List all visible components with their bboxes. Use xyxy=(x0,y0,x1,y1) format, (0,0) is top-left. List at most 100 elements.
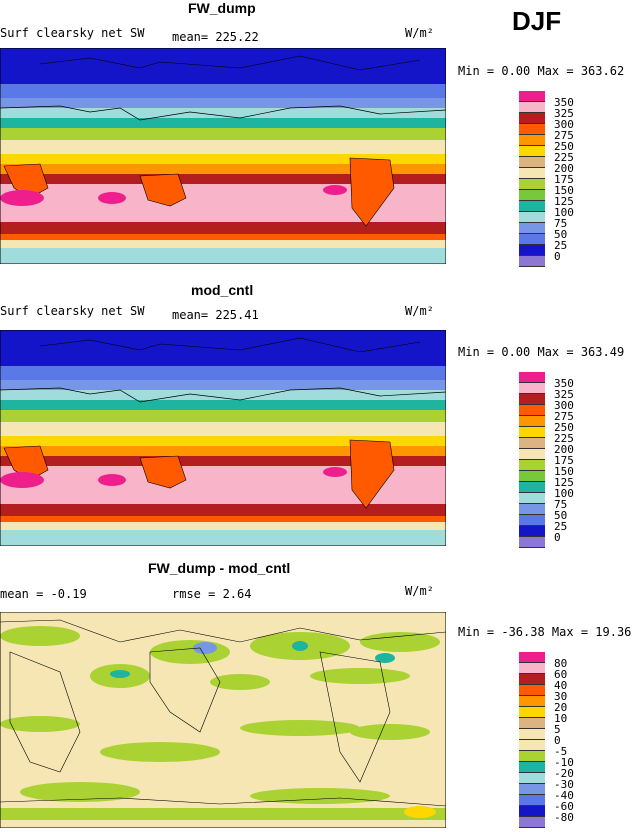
colorbar-swatch xyxy=(519,762,545,773)
colorbar-tick-label: 275 xyxy=(554,410,574,423)
colorbar-tick-label: 5 xyxy=(554,723,561,736)
colorbar-swatch xyxy=(519,718,545,729)
colorbar-tick-label: 275 xyxy=(554,129,574,142)
colorbar-swatch xyxy=(519,696,545,707)
colorbar-swatch xyxy=(519,223,545,234)
colorbar-swatch xyxy=(519,795,545,806)
colorbar-tick-label: 125 xyxy=(554,195,574,208)
colorbar-swatch xyxy=(519,515,545,526)
colorbar-swatch xyxy=(519,91,545,102)
panel-3-title: FW_dump - mod_cntl xyxy=(148,560,291,576)
colorbar-swatch xyxy=(519,113,545,124)
colorbar-swatch xyxy=(519,674,545,685)
colorbar-swatch xyxy=(519,817,545,828)
colorbar-swatch xyxy=(519,405,545,416)
colorbar-tick-label: 350 xyxy=(554,377,574,390)
colorbar-swatch xyxy=(519,383,545,394)
colorbar-tick-label: 100 xyxy=(554,206,574,219)
panel-1-units: W/m² xyxy=(405,26,434,40)
colorbar-swatch xyxy=(519,212,545,223)
colorbar-tick-label: 150 xyxy=(554,465,574,478)
colorbar-tick-label: 225 xyxy=(554,151,574,164)
colorbar-tick-label: -5 xyxy=(554,745,568,758)
colorbar-tick-label: -40 xyxy=(554,789,574,802)
colorbar-tick-label: 175 xyxy=(554,454,574,467)
colorbar-tick-label: 300 xyxy=(554,118,574,131)
colorbar-tick-label: -80 xyxy=(554,811,574,824)
colorbar-swatch xyxy=(519,102,545,113)
colorbar-tick-label: 150 xyxy=(554,184,574,197)
panel-3-map xyxy=(0,612,446,828)
colorbar-swatch xyxy=(519,190,545,201)
colorbar-swatch xyxy=(519,416,545,427)
colorbar-tick-label: 325 xyxy=(554,388,574,401)
colorbar-tick-label: 300 xyxy=(554,399,574,412)
colorbar-tick-label: 0 xyxy=(554,250,561,263)
colorbar-tick-label: 75 xyxy=(554,217,568,230)
colorbar-tick-label: 30 xyxy=(554,690,568,703)
colorbar-swatch xyxy=(519,201,545,212)
colorbar-swatch xyxy=(519,740,545,751)
colorbar-tick-label: 350 xyxy=(554,96,574,109)
colorbar-tick-label: 325 xyxy=(554,107,574,120)
colorbar-swatch xyxy=(519,449,545,460)
colorbar-tick-label: 250 xyxy=(554,421,574,434)
colorbar-tick-label: 20 xyxy=(554,701,568,714)
panel-3-colorbar xyxy=(519,652,545,828)
colorbar-swatch xyxy=(519,394,545,405)
panel-2-variable: Surf clearsky net SW xyxy=(0,304,145,318)
colorbar-swatch xyxy=(519,438,545,449)
colorbar-swatch xyxy=(519,663,545,674)
panel-3-minmax: Min = -36.38 Max = 19.36 xyxy=(458,625,632,639)
colorbar-swatch xyxy=(519,685,545,696)
colorbar-swatch xyxy=(519,460,545,471)
colorbar-swatch xyxy=(519,146,545,157)
colorbar-tick-label: 0 xyxy=(554,734,561,747)
colorbar-tick-label: 250 xyxy=(554,140,574,153)
colorbar-tick-label: 10 xyxy=(554,712,568,725)
colorbar-swatch xyxy=(519,784,545,795)
colorbar-tick-label: 50 xyxy=(554,228,568,241)
colorbar-tick-label: 125 xyxy=(554,476,574,489)
colorbar-tick-label: -10 xyxy=(554,756,574,769)
panel-1-variable: Surf clearsky net SW xyxy=(0,26,145,40)
panel-2-units: W/m² xyxy=(405,304,434,318)
panel-1-mean: mean= 225.22 xyxy=(172,30,259,44)
colorbar-tick-label: 50 xyxy=(554,509,568,522)
colorbar-tick-label: 60 xyxy=(554,668,568,681)
panel-1-map xyxy=(0,48,446,264)
colorbar-swatch xyxy=(519,157,545,168)
season-label: DJF xyxy=(512,6,562,36)
colorbar-swatch xyxy=(519,729,545,740)
colorbar-tick-label: 80 xyxy=(554,657,568,670)
panel-2-minmax: Min = 0.00 Max = 363.49 xyxy=(458,345,625,359)
colorbar-tick-label: 175 xyxy=(554,173,574,186)
colorbar-swatch xyxy=(519,652,545,663)
colorbar-tick-label: 200 xyxy=(554,162,574,175)
colorbar-swatch xyxy=(519,135,545,146)
colorbar-swatch xyxy=(519,179,545,190)
colorbar-swatch xyxy=(519,471,545,482)
colorbar-swatch xyxy=(519,493,545,504)
panel-2-mean: mean= 225.41 xyxy=(172,308,259,322)
colorbar-swatch xyxy=(519,806,545,817)
colorbar-swatch xyxy=(519,526,545,537)
panel-1-minmax: Min = 0.00 Max = 363.62 xyxy=(458,64,625,78)
colorbar-swatch xyxy=(519,427,545,438)
colorbar-swatch xyxy=(519,504,545,515)
panel-3-mean: mean = -0.19 xyxy=(0,587,87,601)
colorbar-swatch xyxy=(519,256,545,267)
panel-2-map xyxy=(0,330,446,546)
colorbar-swatch xyxy=(519,245,545,256)
colorbar-swatch xyxy=(519,234,545,245)
panel-2-colorbar xyxy=(519,372,545,548)
colorbar-swatch xyxy=(519,482,545,493)
colorbar-tick-label: 75 xyxy=(554,498,568,511)
panel-1-title: FW_dump xyxy=(188,0,256,16)
colorbar-tick-label: 200 xyxy=(554,443,574,456)
panel-3-units: W/m² xyxy=(405,584,434,598)
colorbar-tick-label: 40 xyxy=(554,679,568,692)
colorbar-tick-label: 225 xyxy=(554,432,574,445)
panel-3-rmse: rmse = 2.64 xyxy=(172,587,252,601)
colorbar-tick-label: -30 xyxy=(554,778,574,791)
